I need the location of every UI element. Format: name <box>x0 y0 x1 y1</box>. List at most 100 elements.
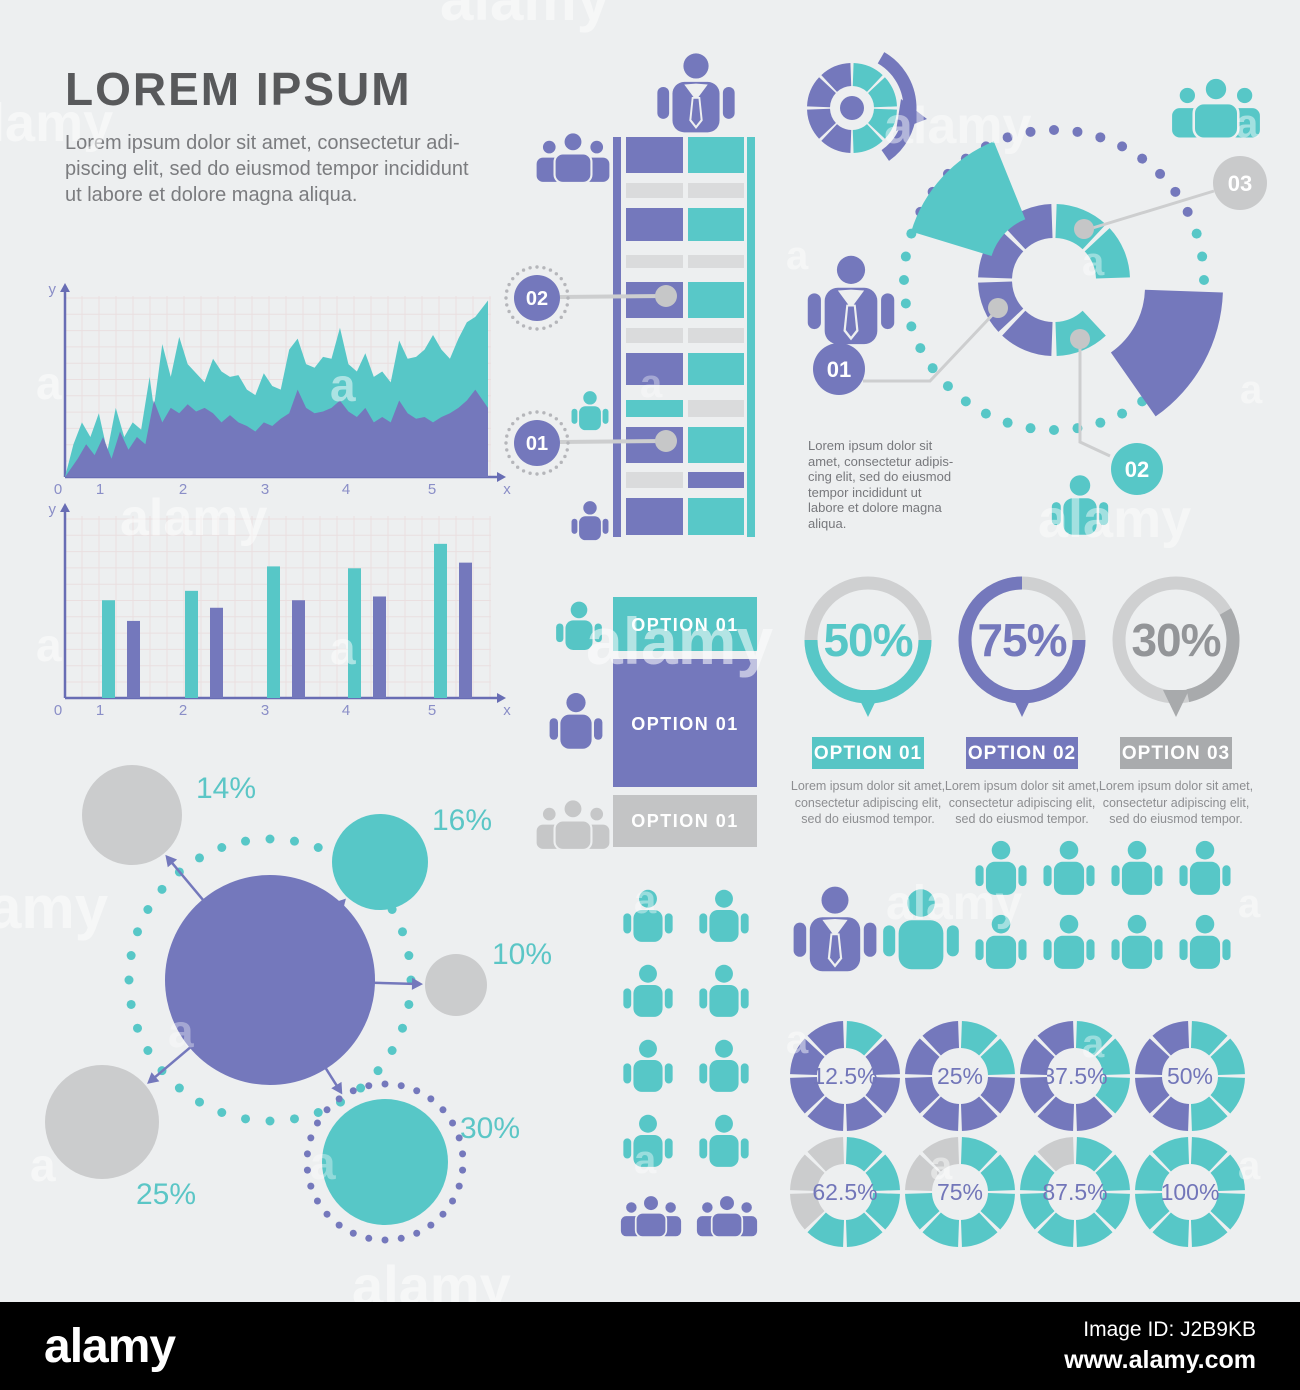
purple-area <box>65 389 488 477</box>
businessman-icon <box>793 886 877 972</box>
donut-segment <box>980 1192 1015 1230</box>
donut-segment <box>1152 1137 1190 1172</box>
svg-text:87.5%: 87.5% <box>1042 1179 1107 1205</box>
donut-segment <box>1095 1192 1130 1230</box>
marker-03 <box>1213 156 1267 210</box>
donut-segment <box>1210 1154 1245 1192</box>
wheel-segment <box>821 124 852 153</box>
donut-segment <box>790 1154 825 1192</box>
person-icon <box>1111 914 1163 969</box>
table-left-bar <box>613 137 621 537</box>
donut-segment <box>1037 1021 1075 1056</box>
alamy-footer: alamy Image ID: J2B9KB www.alamy.com <box>0 1302 1300 1390</box>
person-icon <box>699 1114 749 1167</box>
donut-segment <box>1135 1154 1170 1192</box>
donut-segment <box>980 1154 1015 1192</box>
segmented-donut-section: 03 01 02 <box>807 52 1267 535</box>
person-icon <box>1051 475 1109 535</box>
connector-dot <box>655 285 677 307</box>
donut-segment <box>1135 1038 1170 1076</box>
table-cell <box>626 498 683 535</box>
person-icon <box>571 391 609 431</box>
svg-text:5: 5 <box>428 702 436 719</box>
table-cell <box>688 282 744 318</box>
table-cell <box>626 137 683 173</box>
arrow-icon <box>497 472 506 482</box>
person-icon <box>1179 914 1231 969</box>
donut-segment <box>1152 1021 1190 1056</box>
donut-segment <box>1075 1096 1113 1131</box>
svg-text:30%: 30% <box>460 1112 520 1145</box>
teal-bar <box>348 568 361 698</box>
purple-bar <box>459 562 472 698</box>
donut-segment <box>845 1212 883 1247</box>
donut-segment <box>845 1137 883 1172</box>
donut-segment <box>845 1096 883 1131</box>
donut-segment <box>1210 1038 1245 1076</box>
table-cell <box>688 208 744 241</box>
header: LOREM IPSUM Lorem ipsum dolor sit amet, … <box>65 62 495 208</box>
bar-chart: 0 1 2 3 4 5 x y <box>49 501 512 719</box>
svg-text:4: 4 <box>342 702 350 719</box>
progress-donut-87.5%: 87.5% <box>1020 1137 1130 1247</box>
donut-segment <box>1190 1021 1228 1056</box>
donut-segment <box>1152 1212 1190 1247</box>
progress-donut-50%: 50% <box>1135 1021 1245 1131</box>
group-icon <box>619 1194 683 1238</box>
wheel-segment <box>807 77 836 108</box>
donut-segment <box>905 1076 940 1114</box>
option-bar-gray <box>613 795 757 847</box>
teal-bar <box>185 590 198 698</box>
marker-02 <box>1111 443 1163 495</box>
intro-paragraph: Lorem ipsum dolor sit amet, consectetur … <box>65 132 469 206</box>
group-icon <box>1169 76 1263 140</box>
arrow-icon <box>896 99 927 131</box>
donut-segment <box>960 1212 998 1247</box>
donut-segment <box>1190 1096 1228 1131</box>
person-icon <box>556 601 602 650</box>
svg-text:02: 02 <box>526 288 548 310</box>
person-icon <box>699 1039 749 1092</box>
option-box-purple <box>613 659 757 787</box>
donut-segment <box>865 1192 900 1230</box>
svg-text:50%: 50% <box>823 614 912 666</box>
option-label-bar <box>812 737 924 769</box>
table-cell <box>688 400 744 417</box>
donut-segment <box>922 1212 960 1247</box>
donut-segment <box>1075 1137 1113 1172</box>
svg-text:1: 1 <box>96 481 104 498</box>
percent-ring-50: 50% OPTION 01 <box>804 576 932 769</box>
svg-text:0: 0 <box>54 481 62 498</box>
donut-segment <box>1152 1096 1190 1131</box>
arrow-icon <box>60 283 70 292</box>
alamy-logo: alamy <box>44 1319 176 1373</box>
donut-segment <box>1020 1154 1055 1192</box>
group-icon <box>534 798 612 851</box>
donut-segment <box>1037 1212 1075 1247</box>
svg-text:100%: 100% <box>1161 1179 1220 1205</box>
option-label-bar <box>1120 737 1232 769</box>
svg-text:y: y <box>49 501 57 518</box>
wheel-segment <box>868 108 897 139</box>
donut-segment <box>905 1038 940 1076</box>
wheel-segment <box>807 108 836 139</box>
donut-segment <box>922 1137 960 1172</box>
donut-segment <box>1095 1076 1130 1114</box>
marker-01 <box>813 343 865 395</box>
svg-text:50%: 50% <box>1167 1063 1213 1089</box>
table-cell <box>626 328 683 343</box>
person-icon <box>571 501 609 541</box>
donut-segment <box>905 1192 940 1230</box>
donut-segment <box>807 1137 845 1172</box>
arrow-icon <box>331 1081 343 1095</box>
ring-pointer <box>1163 690 1189 717</box>
person-icon <box>1043 914 1095 969</box>
donut-segment <box>1084 228 1130 279</box>
donut-segment <box>1075 1212 1113 1247</box>
percent-ring-75: 75% OPTION 02 <box>958 576 1086 769</box>
bubble-node <box>45 1065 159 1179</box>
donut-segment <box>960 1096 998 1131</box>
person-icon <box>623 1039 673 1092</box>
wheel-segment <box>868 77 897 108</box>
